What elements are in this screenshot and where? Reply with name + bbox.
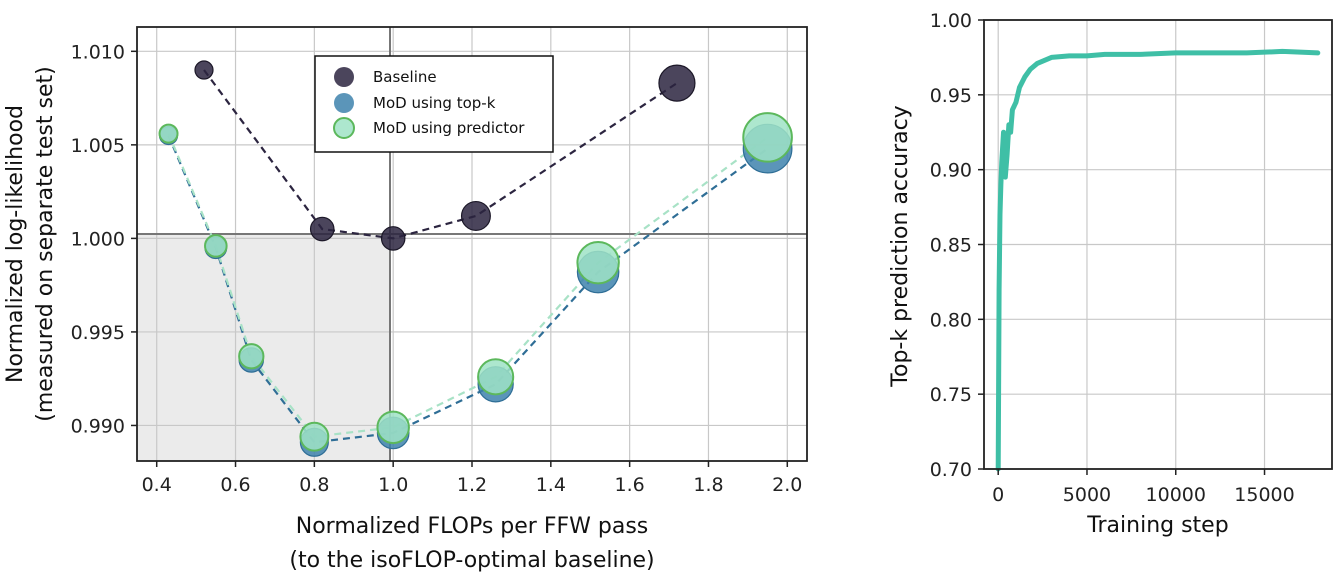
accuracy-line (995, 48, 1321, 472)
series-2-point (742, 112, 793, 163)
left-ytick-label: 1.010 (71, 41, 125, 63)
right-ytick-label: 0.75 (930, 384, 972, 406)
right-xtick-label: 10000 (1146, 484, 1206, 506)
left-xlabel: Normalized FLOPs per FFW pass (296, 514, 649, 539)
left-ylabel: Normalized log-likelihood (3, 105, 28, 383)
series-2-point (576, 241, 620, 285)
left-xtick-label: 1.0 (378, 474, 408, 496)
left-series (158, 60, 793, 457)
left-xtick-label: 0.4 (142, 474, 172, 496)
series-0-point (194, 60, 214, 80)
series-0-point (380, 226, 406, 251)
legend-label-predictor: MoD using predictor (373, 119, 525, 137)
legend-marker-topk (334, 93, 354, 113)
right-ytick-label: 0.85 (930, 235, 972, 257)
right-ytick-label: 0.70 (930, 459, 972, 481)
left-ytick-label: 1.000 (71, 228, 125, 250)
right-xtick-label: 0 (992, 484, 1004, 506)
left-chart: 0.4 0.6 0.8 1.0 1.2 1.4 1.6 1.8 2.0 0.990 0.995 1.0… (3, 26, 808, 573)
left-xtick-label: 1.6 (615, 474, 645, 496)
right-ytick-label: 0.95 (930, 85, 972, 107)
left-xtick-label: 1.8 (693, 474, 723, 496)
left-tick-labels: 0.4 0.6 0.8 1.0 1.2 1.4 1.6 1.8 2.0 0.990 0.995 1.0… (71, 41, 803, 496)
right-chart: 0 5000 10000 15000 0.70 0.75 0.80 0.85 0.90 0.95 1… (888, 10, 1333, 538)
legend-label-baseline: Baseline (373, 68, 437, 86)
right-ylabel: Top-k prediction accuracy (888, 105, 913, 387)
right-xtick-label: 5000 (1063, 484, 1111, 506)
right-xtick-label: 15000 (1234, 484, 1294, 506)
left-xtick-label: 0.6 (220, 474, 250, 496)
left-xtick-label: 2.0 (772, 474, 802, 496)
legend-marker-baseline (334, 67, 354, 87)
right-series (995, 48, 1321, 472)
right-ytick-label: 0.90 (930, 160, 972, 182)
left-xlabel-sub: (to the isoFLOP-optimal baseline) (289, 548, 654, 573)
right-xlabel: Training step (1086, 513, 1228, 538)
right-gridlines (984, 19, 1332, 470)
left-xtick-label: 1.2 (457, 474, 487, 496)
left-xtick-label: 1.4 (536, 474, 566, 496)
legend-frame (314, 55, 554, 153)
left-ytick-label: 1.005 (71, 135, 125, 157)
series-line-1 (167, 135, 769, 444)
right-ytick-label: 1.00 (930, 10, 972, 32)
legend-marker-predictor (333, 117, 355, 139)
left-ylabel-sub: (measured on separate test set) (33, 66, 58, 421)
series-0-point (658, 64, 696, 102)
series-2-point (158, 123, 179, 144)
legend-label-topk: MoD using top-k (373, 94, 496, 112)
series-2-point (204, 234, 228, 258)
series-2-point (376, 410, 410, 445)
right-tick-labels: 0 5000 10000 15000 0.70 0.75 0.80 0.85 0.90 0.95 1… (930, 10, 1295, 506)
series-0-point (460, 200, 491, 231)
series-2-point (238, 343, 265, 370)
series-2-point (299, 421, 330, 452)
left-shaded-region (137, 234, 390, 461)
right-ytick-label: 0.80 (930, 309, 972, 331)
series-2-point (477, 358, 515, 396)
series-0-point (309, 216, 335, 242)
left-ytick-label: 0.995 (71, 322, 125, 344)
left-xtick-label: 0.8 (299, 474, 329, 496)
left-ytick-label: 0.990 (71, 415, 125, 437)
legend: Baseline MoD using top-k MoD using predi… (314, 55, 554, 153)
